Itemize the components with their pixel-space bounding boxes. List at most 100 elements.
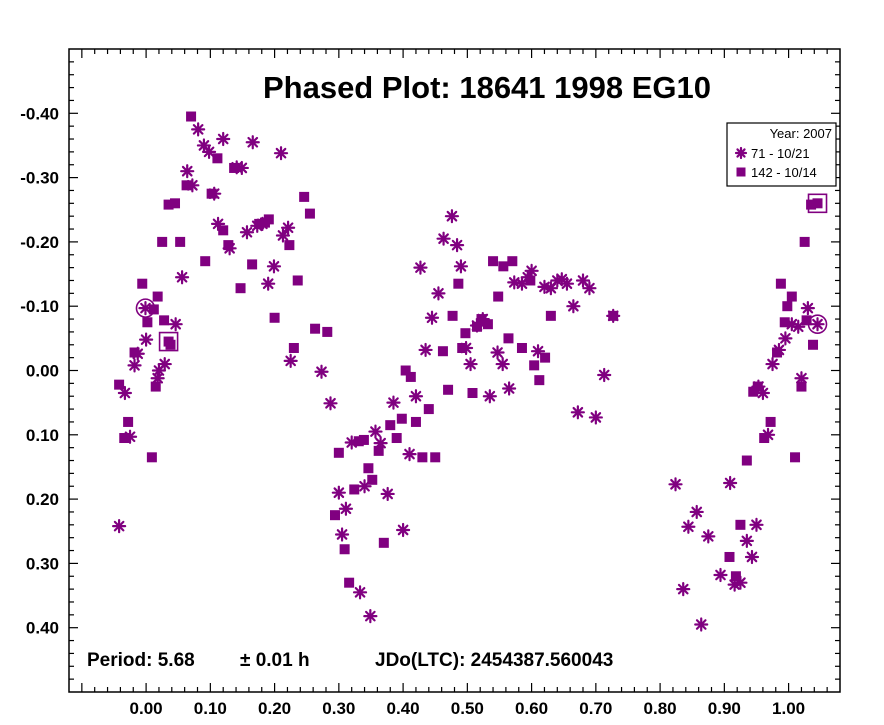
asterisk-point	[449, 238, 465, 253]
x-tick-label: 0.70	[579, 699, 612, 718]
square-point	[534, 375, 545, 386]
square-point	[423, 404, 434, 415]
square-point	[284, 240, 295, 251]
square-point	[741, 455, 752, 466]
square-point	[353, 436, 364, 447]
asterisk-point	[283, 353, 298, 368]
x-tick-label: 1.00	[772, 699, 805, 718]
asterisk-point	[402, 446, 417, 462]
legend-label-series-1: 71 - 10/21	[751, 146, 810, 161]
asterisk-point	[314, 364, 329, 379]
asterisk-point	[280, 220, 296, 235]
y-tick-label: 0.40	[26, 619, 59, 638]
square-point	[129, 347, 140, 358]
square-point	[796, 381, 807, 392]
square-point	[460, 328, 471, 339]
square-point	[529, 360, 540, 371]
square-point	[146, 452, 157, 463]
asterisk-point	[524, 263, 539, 278]
asterisk-point	[463, 356, 478, 372]
asterisk-point	[396, 522, 411, 538]
square-point	[363, 463, 374, 474]
square-point	[453, 278, 464, 289]
square-point	[235, 283, 246, 294]
legend-asterisk	[734, 146, 748, 160]
square-point	[748, 386, 759, 397]
asterisk-point	[794, 371, 809, 386]
square-point	[457, 342, 468, 353]
y-tick-label: 0.20	[26, 490, 59, 509]
x-axis-tick-labels: 0.00 0.10 0.20 0.30 0.40 0.50 0.60 0.70 0.80 0.90…	[130, 699, 806, 718]
square-point	[782, 301, 793, 312]
asterisk-point	[275, 228, 291, 243]
square-point	[775, 278, 786, 289]
square-point	[114, 379, 125, 390]
asterisk-point	[216, 131, 231, 147]
asterisk-point	[380, 486, 395, 502]
asterisk-point	[744, 549, 760, 565]
asterisk-point	[331, 485, 346, 500]
asterisk-point	[157, 356, 172, 372]
asterisk-point	[413, 260, 428, 275]
asterisk-point	[765, 356, 780, 372]
asterisk-point	[482, 389, 497, 404]
square-point	[339, 544, 350, 555]
asterisk-point	[418, 342, 433, 358]
x-tick-label: 0.40	[387, 699, 420, 718]
square-point	[765, 416, 776, 427]
x-tick-label: 0.20	[258, 699, 291, 718]
square-point	[801, 315, 812, 326]
square-point	[437, 346, 448, 357]
asterisk-point	[582, 281, 597, 296]
y-tick-label: 0.10	[26, 426, 59, 445]
highlight-square	[807, 193, 828, 214]
asterisk-point	[570, 405, 585, 420]
square-point	[812, 198, 823, 209]
asterisk-point	[453, 259, 469, 274]
square-point	[247, 259, 258, 270]
square-point	[410, 416, 421, 427]
square-point	[206, 188, 217, 199]
square-point	[759, 433, 770, 444]
square-point	[269, 312, 280, 323]
square-point	[498, 261, 509, 272]
square-point	[304, 208, 315, 219]
asterisk-point	[701, 529, 716, 544]
square-point	[400, 365, 411, 376]
square-point	[525, 275, 536, 286]
square-point	[322, 326, 333, 337]
square-point	[119, 433, 130, 444]
asterisk-point	[543, 281, 558, 296]
highlight-square	[158, 331, 179, 352]
square-point	[142, 317, 153, 328]
square-point	[488, 256, 499, 267]
asterisk-point	[749, 517, 764, 532]
asterisk-point	[266, 259, 282, 274]
asterisk-point	[502, 381, 517, 396]
square-point	[467, 388, 478, 399]
square-point	[545, 310, 556, 321]
asterisk-point	[490, 345, 505, 360]
asterisk-point	[363, 609, 378, 624]
epoch-label: JDo(LTC): 2454387.560043	[375, 650, 613, 671]
asterisk-point	[112, 519, 127, 534]
asterisk-point	[668, 477, 683, 492]
square-point	[806, 199, 817, 210]
square-point	[163, 199, 174, 210]
asterisk-point	[180, 164, 195, 179]
square-point	[516, 342, 527, 353]
square-point	[608, 310, 619, 321]
y-tick-label: -0.40	[20, 104, 59, 123]
asterisk-point	[210, 216, 226, 231]
square-point	[443, 384, 454, 395]
square-point	[430, 452, 441, 463]
asterisk-point	[273, 146, 289, 161]
x-tick-label: 0.10	[194, 699, 227, 718]
asterisk-point	[191, 122, 206, 137]
asterisk-point	[139, 332, 154, 347]
square-point	[385, 420, 396, 431]
square-point	[310, 323, 321, 334]
asterisk-point	[386, 395, 401, 410]
x-tick-label: 0.00	[130, 699, 163, 718]
